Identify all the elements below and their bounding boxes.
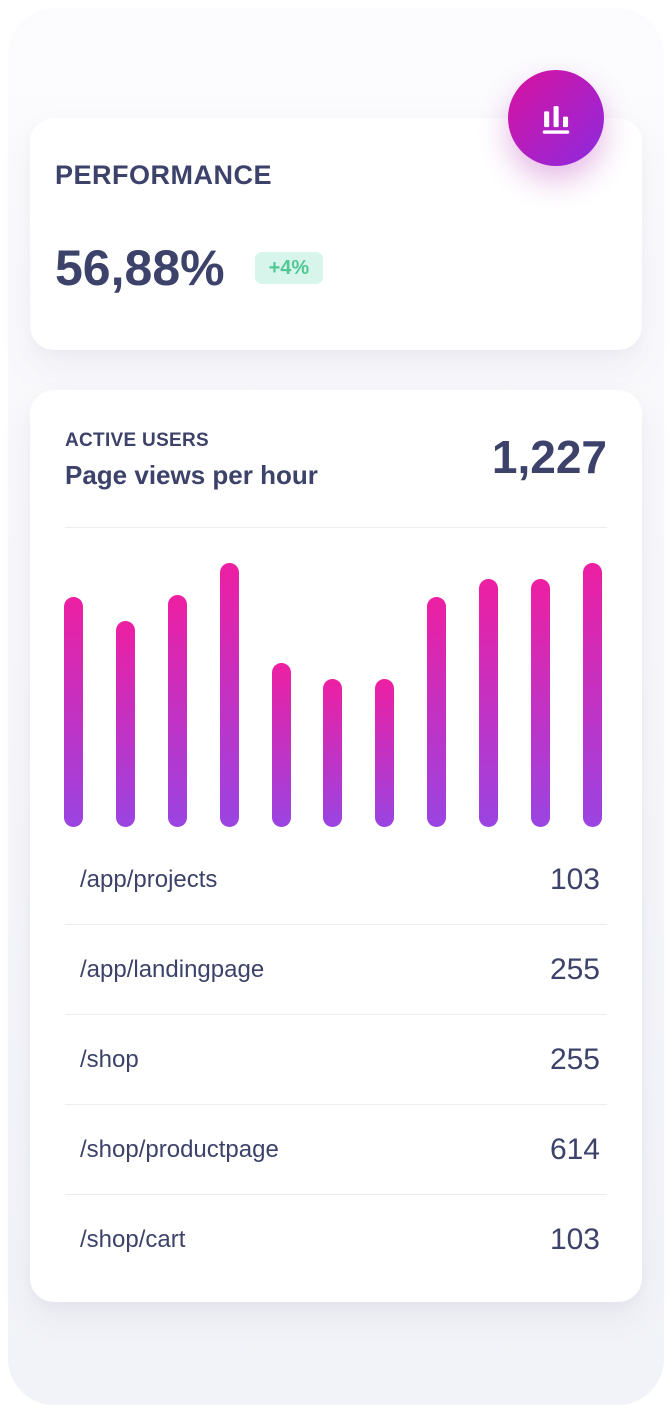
chart-bar-3[interactable] [167, 595, 187, 828]
page-views-row[interactable]: /app/projects 103 [30, 835, 642, 924]
page-path: /shop [80, 1045, 139, 1073]
active-users-header: ACTIVE USERS Page views per hour 1,227 [30, 430, 642, 491]
active-users-subtitle: Page views per hour [65, 459, 318, 490]
page-views-list: /app/projects 103/app/landingpage 255/shop… [30, 835, 642, 1284]
page-views-count: 614 [549, 1132, 600, 1166]
page-views-row[interactable]: /shop/productpage 614 [30, 1105, 642, 1194]
chart-bar-2[interactable] [115, 621, 135, 828]
page-views-row[interactable]: /shop/cart 103 [30, 1195, 642, 1284]
page-views-row[interactable]: /app/landingpage 255 [30, 925, 642, 1014]
page-views-count: 255 [549, 952, 600, 986]
active-users-label: ACTIVE USERS [65, 430, 210, 451]
row-divider [65, 924, 607, 926]
page-path: /shop/productpage [80, 1135, 279, 1163]
bar-chart-icon [535, 97, 577, 139]
row-divider [65, 1104, 607, 1106]
chart-bar-10[interactable] [531, 579, 551, 828]
header-divider [65, 527, 607, 529]
chart-bar-11[interactable] [582, 563, 602, 828]
chart-bar-9[interactable] [479, 579, 499, 828]
performance-metric-row: 56,88% +4% [55, 243, 617, 293]
active-users-total: 1,227 [491, 431, 607, 483]
chart-bar-4[interactable] [219, 563, 239, 828]
performance-change-badge: +4% [254, 252, 324, 284]
performance-title: PERFORMANCE [55, 160, 273, 190]
chart-bar-6[interactable] [323, 679, 343, 828]
page-path: /app/landingpage [80, 955, 265, 983]
page-views-count: 255 [549, 1042, 600, 1076]
active-users-card: ACTIVE USERS Page views per hour 1,227 /… [30, 390, 642, 1302]
bar-chart [30, 528, 642, 828]
row-divider [65, 1014, 607, 1016]
row-divider [65, 1194, 607, 1196]
active-users-titles: ACTIVE USERS Page views per hour [65, 430, 318, 491]
page-views-count: 103 [549, 862, 600, 896]
performance-value: 56,88% [55, 240, 225, 296]
page-views-row[interactable]: /shop 255 [30, 1015, 642, 1104]
chart-bar-1[interactable] [64, 597, 83, 828]
page-views-count: 103 [549, 1222, 600, 1256]
chart-fab-button[interactable] [508, 70, 604, 166]
page-path: /shop/cart [80, 1225, 186, 1253]
chart-bar-8[interactable] [427, 597, 447, 828]
chart-bar-7[interactable] [375, 679, 395, 828]
page-path: /app/projects [80, 865, 218, 893]
chart-bar-5[interactable] [271, 663, 291, 828]
